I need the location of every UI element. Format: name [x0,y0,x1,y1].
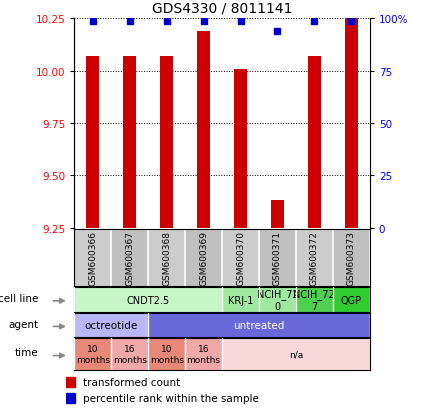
Text: KRJ-1: KRJ-1 [228,295,253,305]
Bar [333,287,370,312]
Bar [271,201,284,228]
Text: 16
months: 16 months [187,344,221,364]
Bar [222,287,259,312]
Text: GSM600368: GSM600368 [162,230,171,285]
Bar [74,339,111,370]
Bar [296,287,333,312]
Bar [148,229,185,286]
Bar [111,229,148,286]
Text: n/a: n/a [289,350,303,358]
Title: GDS4330 / 8011141: GDS4330 / 8011141 [152,2,292,15]
Bar [74,313,148,337]
Text: GSM600373: GSM600373 [347,230,356,285]
Text: GSM600366: GSM600366 [88,230,97,285]
Text: 16
months: 16 months [113,344,147,364]
Bar [222,229,259,286]
Text: time: time [15,348,39,358]
Bar [333,229,370,286]
Bar [259,229,296,286]
Bar [111,339,148,370]
Bar [259,287,296,312]
Text: NCIH_72
7: NCIH_72 7 [294,289,335,311]
Bar [222,339,370,370]
Bar [185,229,222,286]
Bar [66,377,75,387]
Bar [160,57,173,228]
Text: transformed count: transformed count [82,377,180,387]
Text: 10
months: 10 months [150,344,184,364]
Bar [148,313,370,337]
Text: 10
months: 10 months [76,344,110,364]
Bar [66,393,75,403]
Bar [308,57,321,228]
Bar [185,339,222,370]
Text: untreated: untreated [233,320,285,330]
Bar [148,339,185,370]
Text: agent: agent [8,319,39,329]
Text: CNDT2.5: CNDT2.5 [127,295,170,305]
Bar [345,19,358,228]
Text: cell line: cell line [0,294,39,304]
Text: NCIH_72
0: NCIH_72 0 [257,289,298,311]
Text: GSM600369: GSM600369 [199,230,208,285]
Text: GSM600370: GSM600370 [236,230,245,285]
Text: percentile rank within the sample: percentile rank within the sample [82,393,258,403]
Text: QGP: QGP [341,295,362,305]
Text: GSM600372: GSM600372 [310,230,319,285]
Text: GSM600367: GSM600367 [125,230,134,285]
Bar [197,32,210,228]
Text: GSM600371: GSM600371 [273,230,282,285]
Bar [74,229,111,286]
Text: octreotide: octreotide [85,320,138,330]
Bar [86,57,99,228]
Bar [74,287,222,312]
Bar [234,69,247,228]
Bar [296,229,333,286]
Bar [123,57,136,228]
